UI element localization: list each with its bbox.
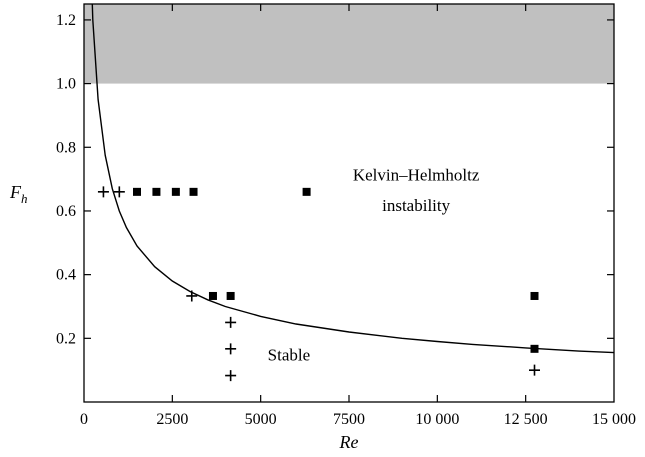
data-point-plus (113, 186, 125, 198)
data-point-square (189, 187, 198, 196)
data-point-square (208, 291, 217, 300)
y-axis-label: Fh (9, 182, 28, 206)
region-annotation: Kelvin–Helmholtz (353, 166, 480, 185)
y-tick-label: 0.4 (56, 267, 76, 284)
data-point-plus (529, 364, 540, 376)
data-point-plus (97, 186, 109, 198)
x-tick-label: 2500 (156, 411, 188, 428)
data-point-square (302, 187, 311, 196)
y-tick-label: 1.0 (56, 76, 76, 93)
region-annotation: Stable (268, 346, 311, 365)
y-tick-label: 0.2 (56, 330, 76, 347)
x-tick-label: 10 000 (415, 411, 459, 428)
y-tick-label: 1.2 (56, 12, 76, 29)
y-tick-label: 0.8 (56, 139, 76, 156)
y-axis-label-subscript: h (21, 191, 28, 206)
y-tick-label: 0.6 (56, 203, 76, 220)
stability-boundary-curve (91, 4, 614, 354)
x-tick-label: 5000 (245, 411, 277, 428)
x-tick-label: 7500 (333, 411, 365, 428)
data-point-square (530, 291, 539, 300)
data-point-square (133, 187, 141, 196)
data-point-plus (225, 343, 237, 355)
data-point-square (530, 344, 539, 353)
data-point-plus (186, 290, 198, 302)
x-axis-label: Re (339, 432, 359, 452)
data-point-square (171, 187, 180, 196)
unstable-shaded-region (84, 4, 614, 84)
y-axis-label-main: F (9, 182, 22, 202)
x-tick-label: 0 (80, 411, 88, 428)
data-point-square (226, 291, 235, 300)
region-annotation: instability (382, 196, 451, 215)
data-point-plus (225, 316, 237, 328)
x-tick-label: 15 000 (592, 411, 636, 428)
data-point-square (152, 187, 161, 196)
x-tick-label: 12 500 (504, 411, 548, 428)
data-point-plus (225, 370, 237, 382)
